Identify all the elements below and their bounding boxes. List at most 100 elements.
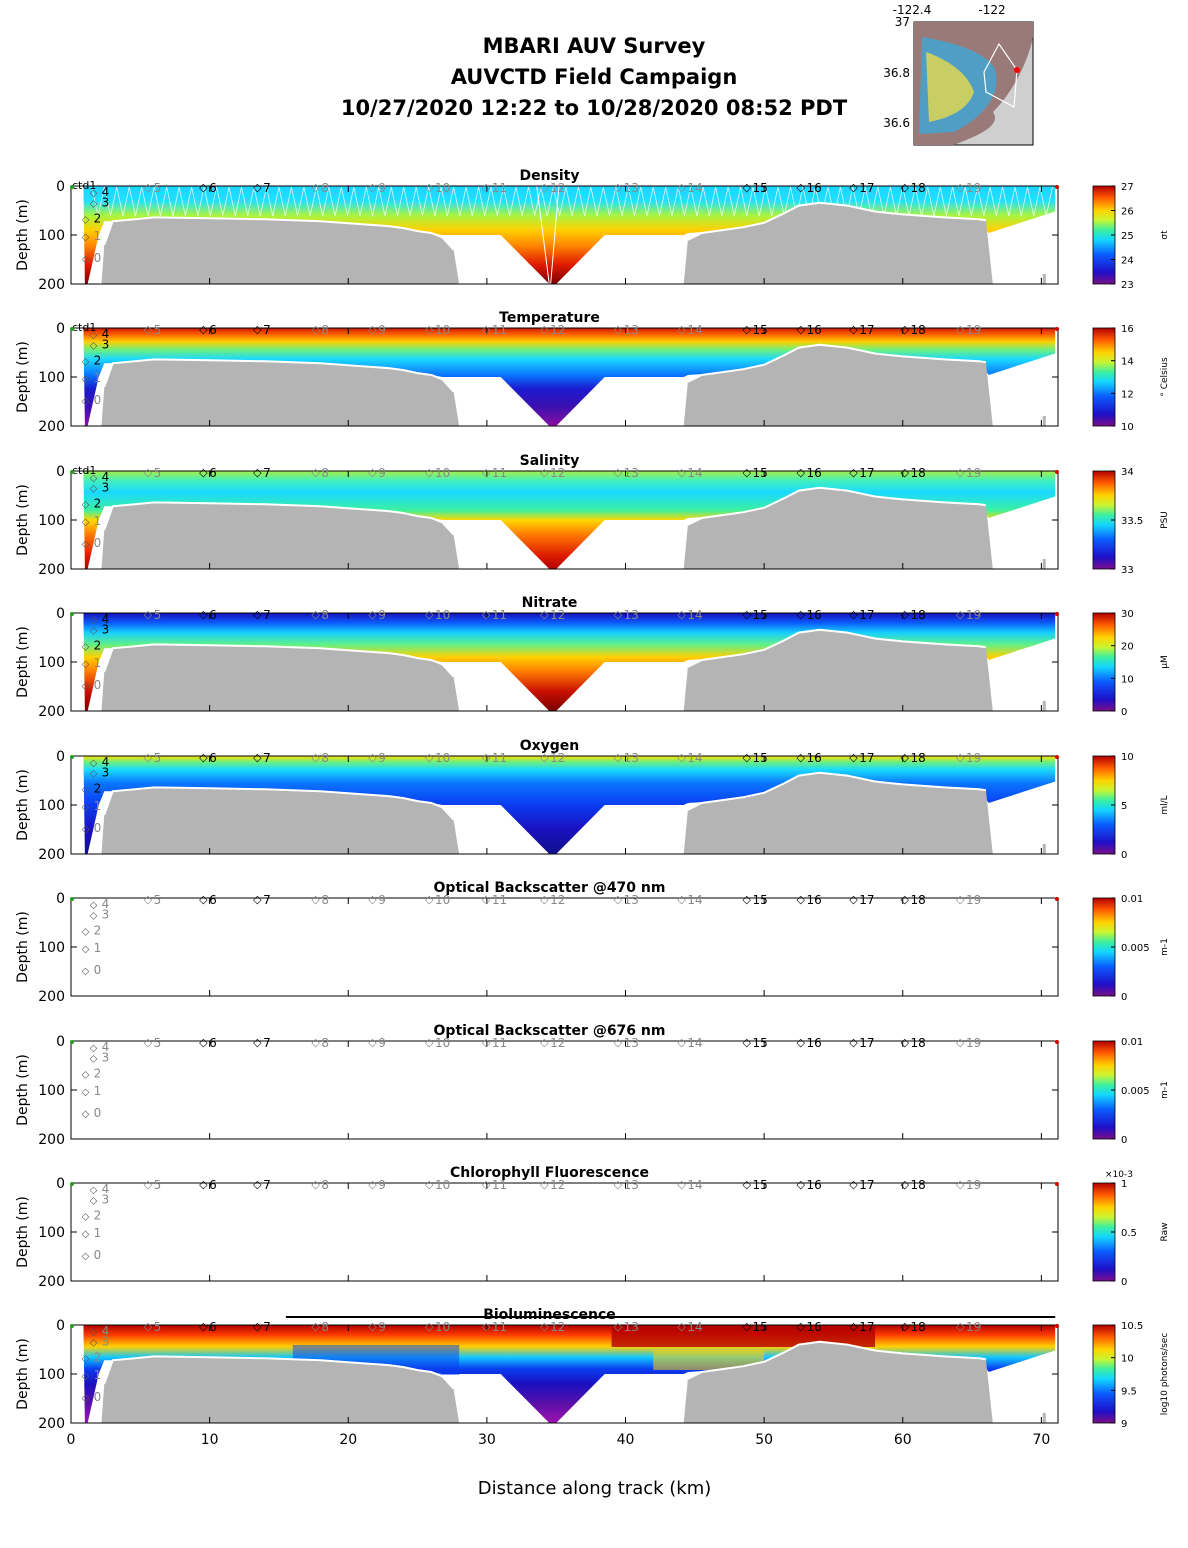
station-marker-symbol: ◇: [368, 1036, 377, 1049]
station-marker-symbol: ◇: [956, 608, 965, 621]
station-marker-symbol: ◇: [614, 751, 623, 764]
station-marker-symbol: ◇: [199, 1036, 208, 1049]
station-marker-symbol: ◇: [199, 751, 208, 764]
y-tick-label: 100: [38, 370, 65, 386]
seafloor-edge: [103, 358, 455, 393]
colorbar-tick-label: 0.005: [1121, 1086, 1150, 1097]
y-tick-label: 100: [38, 798, 65, 814]
station-marker-label: 5: [154, 1320, 162, 1334]
panel-frame: [70, 1182, 1059, 1282]
station-marker-symbol: ◇: [482, 181, 491, 194]
end-marker: [1055, 1324, 1059, 1328]
station-marker-symbol: ◇: [614, 1320, 623, 1333]
station-marker-symbol: ◇: [677, 466, 686, 479]
upcast-label: 3: [102, 1193, 110, 1207]
station-marker-label: 5: [154, 893, 162, 907]
station-marker-label: 16: [807, 1178, 822, 1192]
panel-title: Optical Backscatter @676 nm: [434, 1023, 666, 1039]
upcast-symbol: ◇: [90, 1185, 98, 1196]
station-marker-label: 5: [154, 466, 162, 480]
x-tick-label: 10: [201, 1432, 219, 1448]
colorbar-tick-label: 24: [1121, 256, 1134, 267]
station-marker-symbol: ◇: [901, 893, 910, 906]
station-marker-label: 14: [687, 1178, 702, 1192]
section-field: [83, 471, 1056, 569]
station-marker-label: 15: [752, 751, 767, 765]
station-marker-label: 14: [687, 323, 702, 337]
station-marker-symbol: ◇: [742, 608, 751, 621]
seafloor-edge: [103, 643, 455, 678]
inset-map-lat-tick: 36.6: [883, 116, 910, 130]
station-marker-symbol: ◇: [614, 1178, 623, 1191]
station-marker-symbol: ◇: [614, 466, 623, 479]
colorbar-unit: ml/L: [1160, 795, 1170, 814]
station-marker-symbol: ◇: [677, 1036, 686, 1049]
colorbar-tick-label: 25: [1121, 231, 1134, 242]
station-marker-symbol: ◇: [901, 466, 910, 479]
station-marker-label: 7: [263, 893, 271, 907]
station-marker-label: 13: [624, 323, 639, 337]
section-field: [83, 328, 1056, 426]
upcast-label: 0: [94, 251, 102, 265]
y-tick-label: 0: [56, 464, 65, 480]
colorbar-tick-label: 27: [1121, 182, 1134, 193]
panel-data-area: [83, 328, 1056, 426]
seafloor-edge: [103, 1355, 455, 1390]
station-marker-symbol: ◇: [742, 181, 751, 194]
panel-title: Temperature: [499, 310, 600, 326]
panel-title: Optical Backscatter @470 nm: [434, 880, 666, 896]
station-marker-symbol: ◇: [311, 466, 320, 479]
colorbar-unit: ° Celsius: [1160, 357, 1170, 397]
station-marker-symbol: ◇: [797, 466, 806, 479]
station-marker-symbol: ◇: [540, 1036, 549, 1049]
y-axis-label: Depth (m): [15, 769, 31, 841]
station-marker-label: 6: [209, 1320, 217, 1334]
station-marker-label: 6: [209, 466, 217, 480]
upcast-symbol: ◇: [82, 254, 90, 265]
start-marker: [70, 612, 74, 616]
inset-map-lon-tick: -122.4: [893, 3, 932, 17]
colorbar-unit: σt: [1160, 230, 1170, 240]
figure-title-line-1: MBARI AUV Survey: [482, 34, 706, 58]
upcast-symbol: ◇: [82, 926, 90, 937]
seafloor-spike: [1042, 416, 1046, 426]
station-marker-label: 6: [209, 751, 217, 765]
end-marker: [1055, 755, 1059, 759]
y-tick-label: 0: [56, 606, 65, 622]
station-marker-label: 18: [911, 323, 926, 337]
start-marker: [70, 327, 74, 331]
station-marker-label: 10: [435, 893, 450, 907]
station-marker-symbol: ◇: [199, 1178, 208, 1191]
upcast-label: 3: [102, 338, 110, 352]
station-marker-label: 15: [752, 893, 767, 907]
upcast-label: 4: [102, 755, 110, 769]
station-marker-label: 6: [209, 1178, 217, 1192]
upcast-symbol: ◇: [82, 1087, 90, 1098]
station-marker-label: 7: [263, 466, 271, 480]
upcast-label: 0: [94, 678, 102, 692]
x-tick-label: 60: [894, 1432, 912, 1448]
inset-map-canyon: [926, 52, 974, 122]
upcast-label: 4: [102, 1040, 110, 1054]
station-marker-label: 17: [859, 751, 874, 765]
station-marker-symbol: ◇: [614, 608, 623, 621]
station-marker-label: 17: [859, 466, 874, 480]
panel-data-area: [83, 613, 1056, 711]
station-marker-symbol: ◇: [425, 181, 434, 194]
seafloor-spike: [1042, 701, 1046, 711]
station-marker-symbol: ◇: [742, 323, 751, 336]
station-marker-label: 17: [859, 608, 874, 622]
colorbar-tick-label: 23: [1121, 280, 1134, 291]
panel-title: Oxygen: [520, 738, 580, 754]
station-marker-label: 9: [378, 181, 386, 195]
station-marker-symbol: ◇: [901, 608, 910, 621]
station-marker-label: 10: [435, 751, 450, 765]
station-marker-symbol: ◇: [144, 181, 153, 194]
upcast-symbol: ◇: [90, 473, 98, 484]
y-axis-label: Depth (m): [15, 341, 31, 413]
station-marker-symbol: ◇: [797, 323, 806, 336]
upcast-symbol: ◇: [90, 900, 98, 911]
station-marker-label: 9: [378, 893, 386, 907]
upcast-symbol: ◇: [82, 802, 90, 813]
